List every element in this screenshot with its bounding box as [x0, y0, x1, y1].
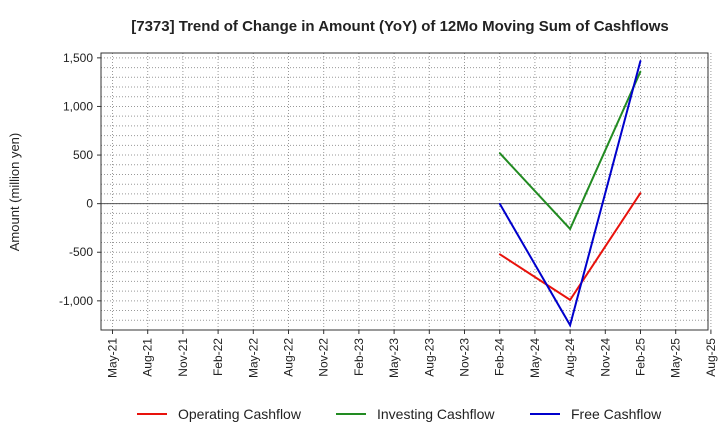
- data-point: [639, 192, 642, 194]
- x-tick-label: May-24: [528, 338, 542, 378]
- y-tick-label: 1,500: [63, 51, 93, 65]
- chart-title: [7373] Trend of Change in Amount (YoY) o…: [131, 18, 669, 35]
- x-tick-label: May-22: [246, 338, 260, 378]
- x-tick-label: Feb-22: [211, 338, 225, 376]
- data-point: [639, 59, 642, 62]
- x-tick-label: Aug-25: [704, 338, 718, 377]
- series-line: [498, 60, 642, 328]
- y-tick-label: -500: [69, 245, 93, 259]
- data-point: [498, 202, 501, 205]
- data-point: [639, 70, 642, 73]
- x-tick-label: May-21: [106, 338, 120, 378]
- x-tick-label: Aug-22: [282, 338, 296, 377]
- x-tick-label: Nov-24: [598, 338, 612, 377]
- y-tick-label: 0: [86, 197, 93, 211]
- x-tick-label: Aug-24: [563, 338, 577, 377]
- x-axis-ticks: May-21 Aug-21 Nov-21 Feb-22 May-22 Aug-22 Nov-…: [106, 330, 718, 378]
- x-tick-label: Nov-23: [458, 338, 472, 377]
- legend-label: Free Cashflow: [571, 406, 662, 422]
- legend-label: Operating Cashflow: [178, 406, 302, 422]
- x-tick-label: Nov-22: [317, 338, 331, 377]
- x-tick-label: Feb-23: [352, 338, 366, 376]
- y-tick-label: -1,000: [59, 294, 93, 308]
- series-line: [499, 192, 642, 302]
- data-point: [569, 324, 571, 326]
- y-tick-label: 1,000: [63, 99, 93, 113]
- x-tick-label: May-23: [387, 338, 401, 378]
- data-point: [498, 152, 501, 154]
- x-tick-label: Aug-23: [422, 338, 436, 377]
- y-axis-label: Amount (million yen): [7, 133, 22, 252]
- plot-area-frame: [100, 52, 709, 331]
- data-point: [569, 228, 571, 230]
- legend-label: Investing Cashflow: [377, 406, 495, 422]
- data-point: [498, 253, 501, 255]
- y-tick-label: 500: [73, 148, 93, 162]
- y-axis-ticks: 1,500 1,000 500 0 -500 -1,000: [59, 51, 101, 308]
- x-tick-label: Feb-24: [493, 338, 507, 376]
- grid-lines: [101, 53, 712, 330]
- series-lines: [498, 59, 642, 328]
- x-tick-label: Nov-21: [176, 338, 190, 377]
- x-tick-label: Aug-21: [141, 338, 155, 377]
- data-point: [569, 299, 571, 301]
- x-tick-label: May-25: [669, 338, 683, 378]
- x-tick-label: Feb-25: [634, 338, 648, 376]
- legend: Operating Cashflow Investing Cashflow Free…: [137, 406, 662, 422]
